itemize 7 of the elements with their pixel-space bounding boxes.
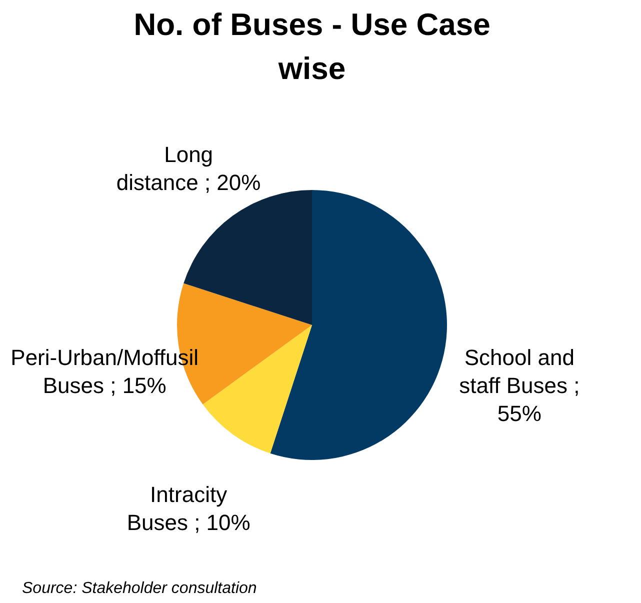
source-note: Source: Stakeholder consultation [22,580,258,598]
chart-title: No. of Buses - Use Case wise [134,7,490,86]
pie-slice [270,190,447,460]
slice-label: Intracity Buses ; 10% [126,482,250,535]
pie-slice [202,325,312,454]
slice-label: School and staff Buses ; 55% [459,344,580,426]
slice-label: Long distance ; 20% [116,142,261,196]
